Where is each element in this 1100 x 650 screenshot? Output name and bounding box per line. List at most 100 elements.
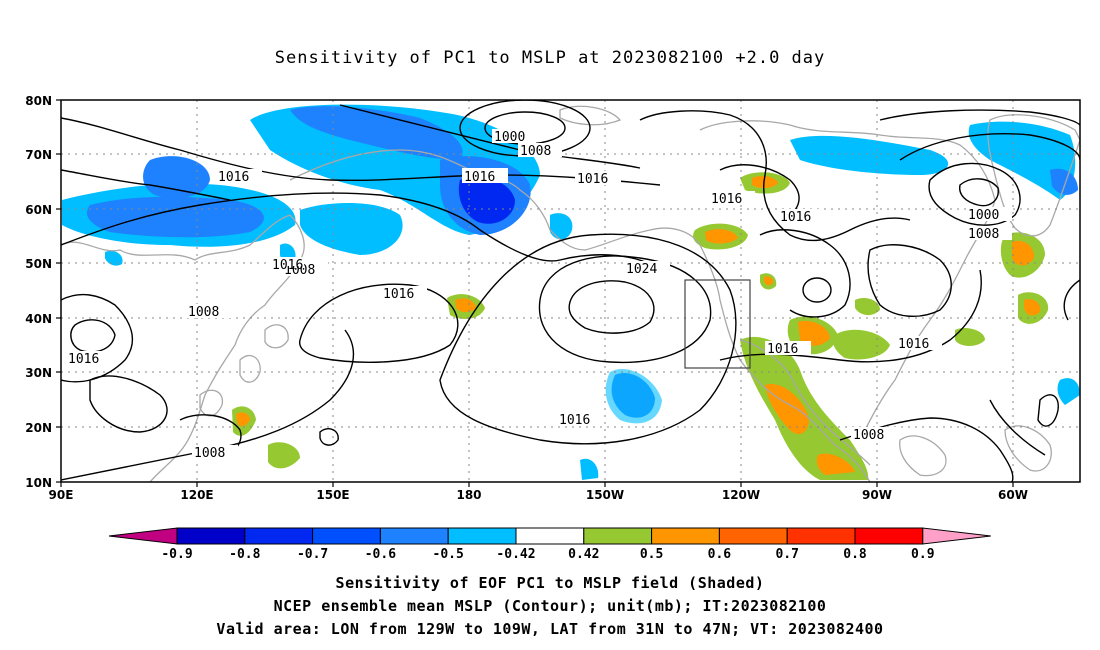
shade-pacific-180-orange <box>455 298 476 313</box>
shade-south-pacific <box>580 458 599 480</box>
shade-arctic-canada <box>790 135 949 175</box>
contour-label: 1008 <box>188 305 219 320</box>
colorbar-tick-label: -0.9 <box>161 547 192 562</box>
contour-label: 1016 <box>464 170 495 185</box>
axis-ticks <box>56 99 1014 487</box>
colorbar-extend-low <box>108 527 178 545</box>
shade-bering-center <box>458 176 515 224</box>
shade-bc-orange <box>705 229 738 244</box>
colorbar-tick-label: -0.5 <box>433 547 464 562</box>
lat-label: 70N <box>25 148 52 162</box>
shade-atlantic-orange <box>1012 240 1035 266</box>
colorbar-segment <box>447 527 517 545</box>
shade-west-pacific <box>268 442 300 469</box>
footer-line-1: Sensitivity of EOF PC1 to MSLP field (Sh… <box>335 574 765 592</box>
shade-alaska-orange <box>752 175 778 189</box>
lat-label: 20N <box>25 421 52 435</box>
contour-label: 1016 <box>577 172 608 187</box>
colorbar-extend-high <box>922 527 991 545</box>
contour-label: 1016 <box>272 258 303 273</box>
colorbar-tick-label: 0.6 <box>708 547 732 562</box>
shade-central-am-orange <box>816 453 855 475</box>
colorbar-segment <box>312 527 381 545</box>
lon-label: 150W <box>586 488 624 502</box>
lon-label: 150E <box>316 488 349 502</box>
shade-west-siberia <box>143 156 210 199</box>
map-title: Sensitivity of PC1 to MSLP at 2023082100… <box>274 48 826 68</box>
colorbar-segment <box>176 527 246 545</box>
shade-greenland-core <box>1050 168 1078 195</box>
colorbar-tick-label: -0.6 <box>365 547 396 562</box>
colorbar: -0.9 -0.8 -0.7 -0.6 -0.5 -0.42 0.42 0.5 0.6 0.7 0.… <box>108 527 991 562</box>
shade-greenland <box>968 121 1076 200</box>
lat-label: 40N <box>25 312 52 326</box>
mslp-contours <box>61 100 1080 482</box>
contour-label: 1016 <box>218 170 249 185</box>
contour-label: 1008 <box>194 446 225 461</box>
contour-label: 1008 <box>520 144 551 159</box>
lat-label: 10N <box>25 476 52 490</box>
colorbar-tick-label: 0.5 <box>640 547 663 562</box>
colorbar-segment <box>854 527 924 545</box>
contour-label: 1024 <box>626 262 657 277</box>
lon-label: 180 <box>456 488 481 502</box>
colorbar-tick-label: 0.8 <box>843 547 867 562</box>
shade-philippines-orange <box>236 412 250 427</box>
contour-label: 1008 <box>968 227 999 242</box>
contour-label: 1008 <box>284 263 315 278</box>
shade-plains-green <box>955 328 985 346</box>
coastlines <box>61 105 1080 482</box>
footer-line-2: NCEP ensemble mean MSLP (Contour); unit(… <box>273 597 827 615</box>
shade-atlantic-lower-orange <box>1024 299 1041 316</box>
contour-label: 1016 <box>711 192 742 207</box>
colorbar-tick-label: -0.7 <box>297 547 328 562</box>
lon-label: 90W <box>862 488 892 502</box>
lat-label: 80N <box>25 94 52 108</box>
shade-central-asia-core <box>86 196 264 238</box>
lat-label: 60N <box>25 203 52 217</box>
colorbar-tick-label: 0.7 <box>775 547 798 562</box>
lon-label: 90E <box>49 488 74 502</box>
contour-label: 1016 <box>780 210 811 225</box>
shade-gulf-alaska <box>550 213 573 240</box>
footer-line-3: Valid area: LON from 129W to 109W, LAT f… <box>216 620 884 638</box>
colorbar-tick-label: 0.42 <box>568 547 599 562</box>
lon-label: 120W <box>722 488 760 502</box>
contour-label: 1000 <box>494 130 525 145</box>
shade-midwest-orange <box>798 320 830 346</box>
colorbar-segment <box>379 527 449 545</box>
lon-label: 60W <box>998 488 1028 502</box>
lon-label: 120E <box>180 488 213 502</box>
colorbar-segment <box>583 527 653 545</box>
colorbar-segment <box>718 527 788 545</box>
lat-label: 30N <box>25 366 52 380</box>
shade-siberia-small <box>105 250 123 266</box>
contour-label: 1016 <box>898 337 929 352</box>
contour-label: 1016 <box>383 287 414 302</box>
map-panel: 1000 1008 1016 1016 1016 1016 1016 1008 … <box>25 94 1081 502</box>
valid-area-box <box>684 279 751 369</box>
longitude-labels: 90E 120E 150E 180 150W 120W 90W 60W <box>49 488 1028 502</box>
colorbar-segment <box>515 527 585 545</box>
contour-label: 1016 <box>767 342 798 357</box>
colorbar-segment <box>651 527 720 545</box>
colorbar-segment <box>244 527 314 545</box>
shade-east-siberia <box>290 106 463 160</box>
shade-atlantic-east <box>1057 378 1080 405</box>
shade-rockies-orange <box>764 276 774 286</box>
colorbar-tick-label: -0.8 <box>229 547 260 562</box>
contour-label: 1008 <box>853 428 884 443</box>
shade-east-asia <box>300 203 403 255</box>
latitude-labels: 80N 70N 60N 50N 40N 30N 20N 10N <box>25 94 52 490</box>
shade-gulf-green <box>855 298 880 316</box>
contour-label: 1016 <box>559 413 590 428</box>
colorbar-segment <box>786 527 856 545</box>
shade-hawaii-outer <box>605 368 662 424</box>
lat-label: 50N <box>25 257 52 271</box>
contour-label: 1016 <box>68 352 99 367</box>
colorbar-tick-label: -0.42 <box>496 547 535 562</box>
shade-east-us-green <box>833 329 890 360</box>
contour-labels: 1000 1008 1016 1016 1016 1016 1016 1008 … <box>68 130 1000 461</box>
colorbar-tick-label: 0.9 <box>911 547 934 562</box>
